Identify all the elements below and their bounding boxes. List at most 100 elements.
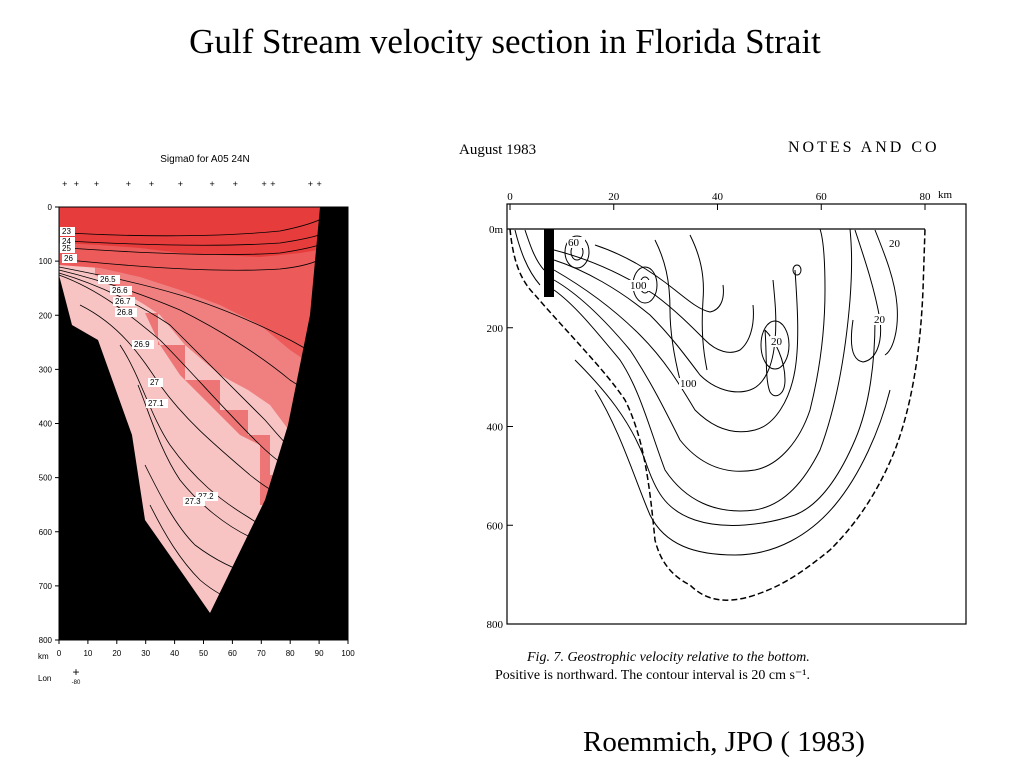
contour-26 bbox=[67, 256, 326, 271]
svg-text:26.9: 26.9 bbox=[134, 340, 150, 349]
contour-26-8 bbox=[58, 274, 289, 468]
svg-text:26: 26 bbox=[64, 254, 73, 263]
y-tick-label: 100 bbox=[39, 257, 53, 266]
contour bbox=[594, 244, 724, 313]
darkest-layer bbox=[59, 207, 348, 257]
y-tick-label: 800 bbox=[487, 619, 504, 631]
contour-label-27-1: 27.1 bbox=[146, 399, 168, 408]
contour bbox=[553, 269, 799, 433]
contour-27-3 bbox=[149, 504, 246, 606]
x-tick-label: 50 bbox=[199, 649, 208, 658]
station-marker: + bbox=[126, 179, 131, 189]
velocity-label: 20 bbox=[770, 336, 786, 348]
lon-label: Lon bbox=[38, 674, 51, 683]
figure-frame bbox=[506, 203, 967, 625]
y-tick-label: 0m bbox=[489, 224, 504, 236]
x-tick-label: 0 bbox=[507, 191, 513, 203]
caption-line-2: Positive is northward. The contour inter… bbox=[495, 668, 810, 683]
x-tick-label: 10 bbox=[83, 649, 92, 658]
y-tick-label: 700 bbox=[39, 582, 53, 591]
station-marker: + bbox=[308, 179, 313, 189]
velocity-label: 20 bbox=[873, 314, 889, 326]
contour-26-6 bbox=[58, 269, 326, 398]
x-tick-label: 60 bbox=[228, 649, 237, 658]
station-marker: + bbox=[233, 179, 238, 189]
contour bbox=[689, 234, 708, 371]
svg-text:27.3: 27.3 bbox=[185, 497, 201, 506]
svg-text:100: 100 bbox=[630, 280, 647, 292]
svg-text:20: 20 bbox=[874, 314, 886, 326]
contour-label-27: 27 bbox=[148, 378, 163, 387]
svg-text:26.6: 26.6 bbox=[112, 286, 128, 295]
contour-27 bbox=[119, 344, 276, 532]
station-marker: + bbox=[210, 179, 215, 189]
x-tick-label: 20 bbox=[608, 191, 620, 203]
contour bbox=[553, 228, 826, 472]
station-marker: + bbox=[262, 179, 267, 189]
x-tick-label: 80 bbox=[920, 191, 932, 203]
citation: Roemmich, JPO ( 1983) bbox=[583, 726, 865, 758]
x-axis-prefix: km bbox=[38, 652, 49, 661]
svg-text:27.2: 27.2 bbox=[198, 492, 214, 501]
contour-label-26-8: 26.8 bbox=[115, 308, 137, 317]
contour-label-27-2: 27.2 bbox=[196, 492, 218, 501]
station-marker: + bbox=[270, 179, 275, 189]
svg-text:26.5: 26.5 bbox=[100, 275, 116, 284]
x-tick-label: 40 bbox=[170, 649, 179, 658]
slide-title: Gulf Stream velocity section in Florida … bbox=[189, 22, 821, 61]
contour-label-25: 25 bbox=[60, 244, 75, 253]
svg-text:100: 100 bbox=[680, 378, 697, 390]
velocity-label: 20 bbox=[888, 238, 904, 250]
y-tick-label: 400 bbox=[487, 422, 504, 434]
contour-label-24: 24 bbox=[60, 237, 75, 246]
contour bbox=[594, 389, 891, 556]
top-x-axis: 0 20 40 60 80 bbox=[507, 191, 931, 210]
x-tick-label: 0 bbox=[57, 649, 62, 658]
figure-header-left: August 1983 bbox=[459, 142, 536, 158]
y-tick-label: 600 bbox=[39, 528, 53, 537]
y-tick-label: 400 bbox=[39, 420, 53, 429]
station-marker: + bbox=[149, 179, 154, 189]
x-tick-label: 90 bbox=[315, 649, 324, 658]
contour-label-26-6: 26.6 bbox=[110, 286, 132, 295]
contour-label-26-9: 26.9 bbox=[132, 340, 154, 349]
x-unit-label: km bbox=[938, 189, 953, 201]
y-tick-label: 500 bbox=[39, 474, 53, 483]
contour bbox=[574, 319, 876, 526]
y-tick-label: 200 bbox=[39, 311, 53, 320]
contour bbox=[524, 229, 545, 271]
contour-label-26: 26 bbox=[62, 254, 77, 263]
x-tick-label: 70 bbox=[257, 649, 266, 658]
svg-text:24: 24 bbox=[62, 237, 71, 246]
closed-contour bbox=[564, 235, 590, 269]
svg-text:27.1: 27.1 bbox=[148, 399, 164, 408]
contour bbox=[553, 249, 754, 353]
closed-contour bbox=[792, 264, 802, 276]
contour bbox=[850, 229, 882, 363]
svg-text:20: 20 bbox=[889, 238, 901, 250]
contour-24 bbox=[67, 232, 326, 246]
sigma0-chart: Sigma0 for A05 24N + + + + + + + + + + + + 23 24 25… bbox=[38, 154, 355, 686]
velocity-label: 60 bbox=[567, 237, 585, 249]
contour-26-9 bbox=[79, 304, 283, 496]
y-tick-label: 800 bbox=[39, 636, 53, 645]
svg-text:25: 25 bbox=[62, 244, 71, 253]
lon-tick: -80 bbox=[72, 680, 81, 686]
station-marker: + bbox=[74, 179, 79, 189]
contour-label-26-5: 26.5 bbox=[98, 275, 120, 284]
station-marker: + bbox=[178, 179, 183, 189]
contour-27-2 bbox=[144, 464, 256, 576]
contour bbox=[654, 239, 681, 381]
chart-title: Sigma0 for A05 24N bbox=[160, 154, 250, 165]
steep-wall bbox=[544, 229, 554, 297]
contour bbox=[874, 229, 898, 356]
contour-label-23: 23 bbox=[60, 227, 75, 236]
station-markers: + + + + + + + + + + + + bbox=[62, 179, 322, 189]
svg-text:23: 23 bbox=[62, 227, 71, 236]
velocity-labels: 60 100 100 20 20 20 bbox=[567, 237, 904, 390]
velocity-label: 100 bbox=[629, 280, 651, 292]
x-tick-label: 20 bbox=[112, 649, 121, 658]
caption-line-1: Fig. 7. Geostrophic velocity relative to… bbox=[526, 650, 810, 665]
lon-marker: + bbox=[72, 665, 79, 679]
contour bbox=[514, 229, 541, 286]
